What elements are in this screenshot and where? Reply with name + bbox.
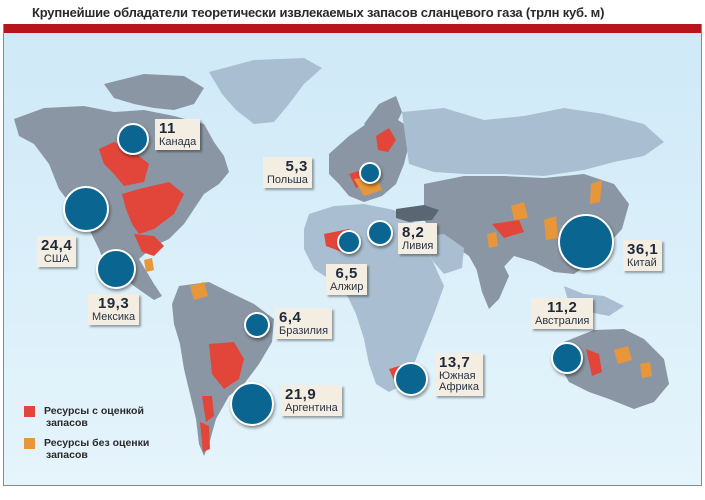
value-canada: 11 bbox=[159, 120, 176, 137]
bubble-canada bbox=[117, 123, 149, 155]
name-argentina: Аргентина bbox=[285, 401, 338, 414]
assessed-region bbox=[209, 342, 244, 389]
value-brazil: 6,4 bbox=[279, 309, 302, 326]
australia bbox=[559, 329, 669, 409]
unassessed-region bbox=[487, 232, 498, 248]
bubble-brazil bbox=[244, 312, 270, 338]
label-mexico: 19,3 Мексика bbox=[88, 294, 140, 326]
unassessed-regions bbox=[144, 176, 652, 378]
legend-unassessed-line2: запасов bbox=[46, 448, 88, 461]
legend-unassessed: Ресурсы без оценки запасов bbox=[24, 437, 150, 461]
legend-assessed: Ресурсы с оценкой запасов bbox=[24, 405, 144, 429]
name-canada: Канада bbox=[159, 135, 197, 148]
label-usa: 24,4 США bbox=[37, 236, 77, 268]
assessed-region bbox=[99, 142, 149, 186]
value-china: 36,1 bbox=[627, 241, 659, 258]
unassessed-region bbox=[544, 216, 558, 240]
value-libya: 8,2 bbox=[402, 224, 425, 241]
unassessed-region bbox=[190, 282, 208, 300]
assessed-region bbox=[122, 182, 184, 234]
name-south-africa-line2: Африка bbox=[439, 381, 479, 394]
unassessed-region bbox=[511, 202, 528, 220]
map-title: Крупнейшие обладатели теоретически извле… bbox=[32, 5, 605, 20]
header-bar bbox=[4, 24, 701, 33]
bubble-china bbox=[558, 214, 614, 270]
bubble-south-africa bbox=[394, 362, 428, 396]
value-australia: 11,2 bbox=[546, 299, 578, 316]
se-asia bbox=[564, 286, 624, 316]
north-america bbox=[14, 106, 229, 300]
bubble-usa bbox=[63, 186, 109, 232]
value-usa: 24,4 bbox=[41, 237, 73, 254]
name-algeria: Алжир bbox=[330, 280, 364, 293]
india bbox=[474, 256, 509, 309]
value-argentina: 21,9 bbox=[285, 386, 317, 403]
assessed-region bbox=[200, 422, 210, 452]
russia bbox=[402, 108, 664, 176]
legend-assessed-line1: Ресурсы с оценкой bbox=[44, 405, 144, 417]
name-usa: США bbox=[43, 252, 70, 265]
value-south-africa: 13,7 bbox=[439, 354, 471, 371]
legend-unassessed-line1: Ресурсы без оценки bbox=[44, 437, 150, 449]
label-poland: 5,3 Польша bbox=[263, 157, 312, 189]
bubble-australia bbox=[551, 342, 583, 374]
scandinavia bbox=[364, 96, 402, 136]
label-algeria: 6,5 Алжир bbox=[326, 264, 368, 296]
label-brazil: 6,4 Бразилия bbox=[275, 308, 333, 340]
unassessed-region bbox=[614, 346, 632, 364]
label-south-africa: 13,7 Южная Африка bbox=[435, 353, 483, 396]
name-brazil: Бразилия bbox=[279, 324, 329, 337]
assessed-region bbox=[134, 234, 164, 256]
name-libya: Ливия bbox=[402, 239, 434, 252]
name-mexico: Мексика bbox=[92, 310, 136, 323]
value-poland: 5,3 bbox=[285, 158, 308, 175]
assessed-region bbox=[376, 128, 396, 152]
assessed-region bbox=[492, 220, 524, 238]
name-china: Китай bbox=[627, 256, 657, 269]
greenland bbox=[209, 58, 322, 124]
legend-swatch-unassessed bbox=[24, 438, 35, 449]
map-frame: 11 Канада 24,4 США 19,3 Мексика 5,3 Поль… bbox=[3, 24, 702, 486]
name-australia: Австралия bbox=[535, 314, 590, 327]
bubble-mexico bbox=[96, 249, 136, 289]
assessed-region bbox=[586, 349, 602, 376]
label-china: 36,1 Китай bbox=[623, 240, 663, 272]
turkey bbox=[396, 205, 439, 222]
value-algeria: 6,5 bbox=[335, 265, 358, 282]
unassessed-region bbox=[640, 362, 652, 378]
bubble-algeria bbox=[337, 230, 361, 254]
legend-swatch-assessed bbox=[24, 406, 35, 417]
unassessed-region bbox=[144, 258, 154, 272]
label-argentina: 21,9 Аргентина bbox=[281, 385, 342, 417]
bubble-libya bbox=[367, 220, 393, 246]
arctic-islands bbox=[104, 74, 204, 110]
label-canada: 11 Канада bbox=[155, 119, 201, 151]
name-poland: Польша bbox=[267, 173, 308, 186]
bubble-poland bbox=[359, 162, 381, 184]
value-mexico: 19,3 bbox=[97, 295, 130, 312]
assessed-region bbox=[202, 396, 214, 422]
label-libya: 8,2 Ливия bbox=[398, 223, 438, 255]
bubble-argentina bbox=[230, 382, 274, 426]
label-australia: 11,2 Австралия bbox=[531, 298, 594, 330]
legend-assessed-line2: запасов bbox=[46, 416, 88, 429]
name-south-africa-line1: Южная bbox=[439, 369, 476, 382]
unassessed-region bbox=[590, 180, 602, 204]
